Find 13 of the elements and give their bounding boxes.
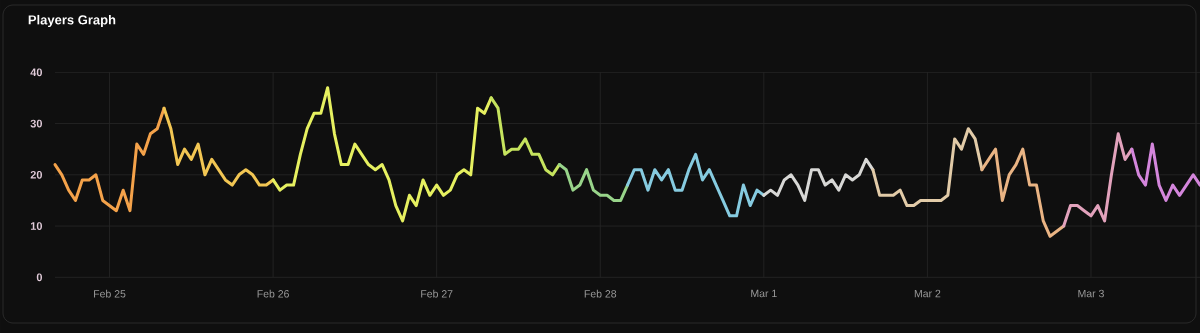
x-tick-label: Mar 1 xyxy=(751,289,777,298)
y-tick-label: 20 xyxy=(30,170,43,179)
y-tick-label: 0 xyxy=(36,273,43,282)
y-tick-label: 10 xyxy=(30,222,43,230)
x-tick-label: Feb 25 xyxy=(94,289,126,298)
x-tick-label: Feb 28 xyxy=(584,289,617,298)
x-tick-label: Feb 27 xyxy=(421,289,453,298)
x-tick-label: Mar 2 xyxy=(914,289,941,298)
x-tick-label: Mar 3 xyxy=(1078,289,1104,298)
chart-title: Players Graph xyxy=(28,14,116,28)
x-tick-label: Feb 26 xyxy=(257,289,289,298)
y-tick-label: 30 xyxy=(30,119,43,128)
y-tick-label: 40 xyxy=(30,68,43,77)
